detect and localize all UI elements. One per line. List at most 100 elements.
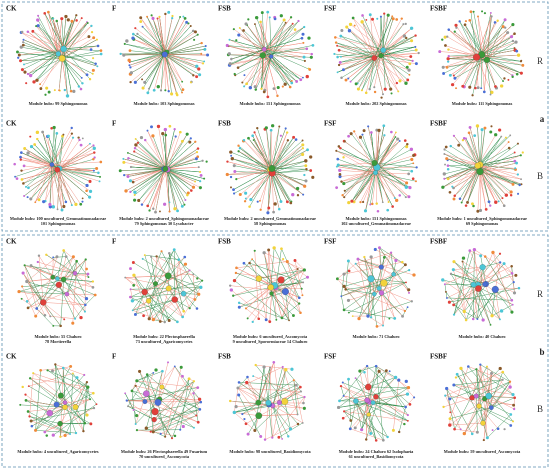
edge [167,169,170,212]
edge [245,401,285,424]
node [358,135,363,139]
node [276,94,279,98]
node [305,167,308,171]
node [26,306,30,310]
edge [479,164,512,196]
edge [469,127,481,165]
section-border [1,1,549,232]
edge [163,31,196,55]
node [504,136,507,139]
edge [357,258,382,268]
node [337,63,341,67]
node [92,158,95,161]
node [43,430,47,434]
hub-node [261,46,267,52]
node [140,203,144,206]
node [386,208,390,212]
module-hubs: Module hubs: 151 Sphingomonas [239,101,300,106]
edge [44,407,66,433]
network-panel [441,124,524,213]
node [397,430,401,434]
node [26,196,29,199]
node [235,266,238,270]
node [245,380,249,385]
edge [146,371,163,429]
node [353,130,356,133]
edge [166,18,186,53]
node [446,164,450,167]
node [367,125,370,128]
node [272,246,276,250]
node [448,190,452,194]
edge [166,52,177,94]
edge [57,169,81,205]
node [160,250,163,253]
edge [130,289,133,301]
edge [355,400,408,422]
node [89,398,92,401]
edge [57,169,73,206]
edge [254,132,270,170]
hub-node [46,409,53,417]
edge [477,134,496,166]
node [283,82,287,86]
hub-node [164,272,172,280]
node [181,88,185,92]
edge [275,248,282,288]
edge [87,387,91,400]
edge [232,158,273,169]
node [499,309,504,313]
edge [163,133,188,170]
edge [129,50,164,55]
node [180,204,184,208]
hub-node [488,405,494,411]
node [69,364,73,368]
node [303,25,306,29]
edge [159,366,176,400]
hub-node [54,166,61,173]
edge [358,278,372,319]
node [25,185,27,188]
node [180,139,184,143]
edge [136,371,163,382]
node [443,35,447,39]
node [338,175,342,179]
node [341,68,345,72]
edge [35,407,66,431]
node [393,197,396,199]
node [302,268,306,272]
network-panel [336,364,416,442]
edge [21,164,52,171]
node [402,34,407,38]
edge [149,275,169,319]
edge [154,409,200,420]
node [33,143,36,146]
edge [20,156,52,165]
panel-title: FSF [324,238,336,246]
edge [268,367,271,403]
edge [453,379,503,386]
node [336,55,339,59]
edge [471,364,481,398]
edge [478,252,494,289]
edge [56,399,91,405]
node [403,422,406,426]
node [259,434,263,438]
edge [376,167,397,201]
node [88,142,91,145]
edge [157,402,199,423]
edge [254,366,265,431]
hub-node [72,271,78,276]
node [299,385,302,389]
hub-node [479,264,486,271]
node [297,19,300,23]
edge [58,53,98,67]
node [271,436,274,439]
edge [449,407,492,419]
node [196,147,200,150]
hub-node [364,397,370,404]
node [294,383,298,387]
node [199,400,203,404]
edge [63,48,96,64]
edge [262,12,265,50]
